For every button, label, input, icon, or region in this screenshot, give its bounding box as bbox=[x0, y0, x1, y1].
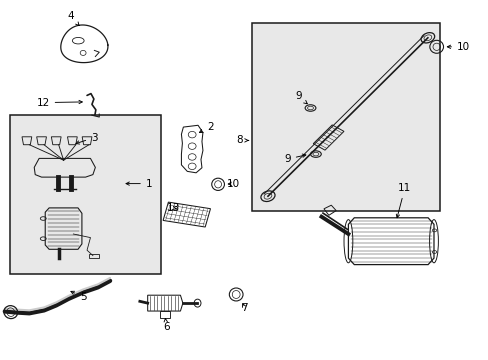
Text: 10: 10 bbox=[227, 179, 240, 189]
Bar bbox=[163, 202, 210, 227]
Bar bbox=[10, 115, 161, 274]
Text: 9: 9 bbox=[284, 154, 305, 164]
Text: 5: 5 bbox=[71, 291, 86, 302]
Text: 6: 6 bbox=[163, 319, 169, 332]
Bar bbox=[251, 23, 439, 211]
Text: 7: 7 bbox=[241, 303, 247, 313]
Text: 2: 2 bbox=[199, 122, 213, 132]
Text: 13: 13 bbox=[166, 203, 180, 213]
Text: 3: 3 bbox=[76, 132, 98, 144]
Text: 8: 8 bbox=[236, 135, 248, 145]
Bar bbox=[313, 125, 343, 150]
Text: 9: 9 bbox=[294, 91, 306, 104]
Text: 12: 12 bbox=[36, 98, 82, 108]
Text: 10: 10 bbox=[447, 42, 469, 52]
Text: 1: 1 bbox=[126, 179, 152, 189]
Text: 11: 11 bbox=[395, 183, 411, 218]
Text: 4: 4 bbox=[67, 11, 79, 26]
